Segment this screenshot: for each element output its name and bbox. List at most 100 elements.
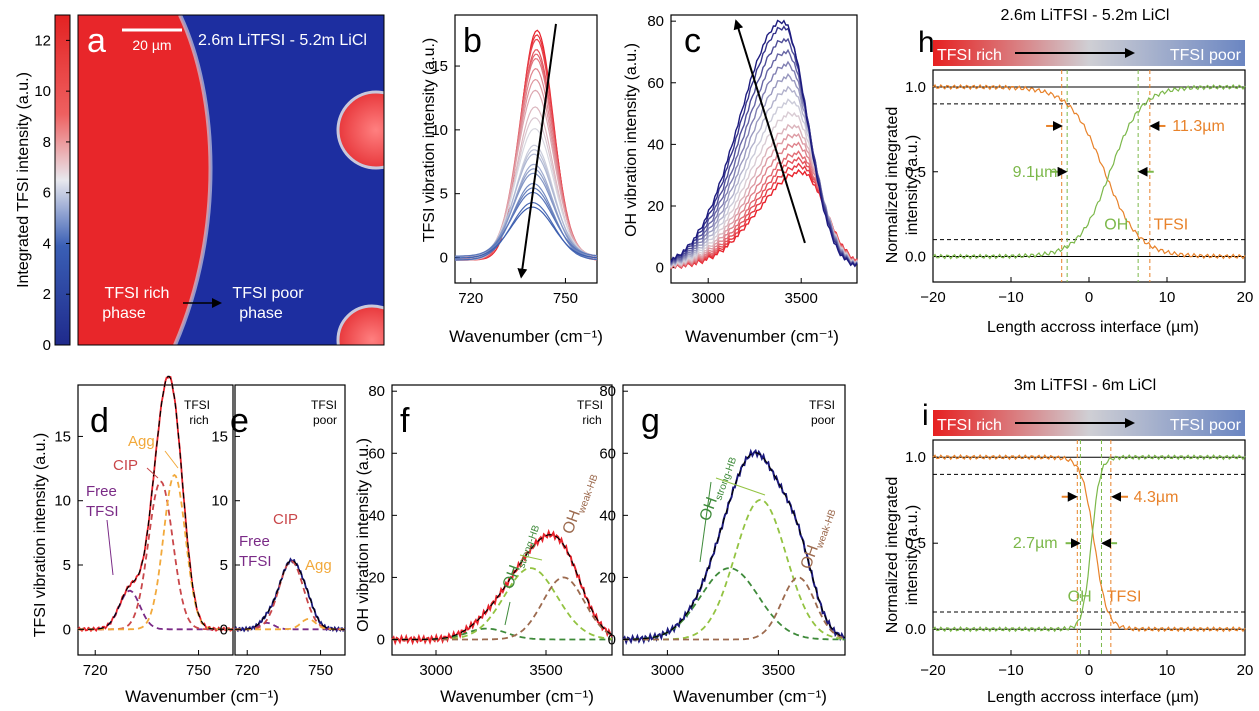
h-ylabel-1: Normalized integrated	[884, 107, 901, 264]
h-width-tfsi: 11.3µm	[1172, 118, 1225, 135]
g-leader-strong	[715, 477, 766, 496]
i-ytick-label: 1.0	[905, 449, 926, 466]
g-xtick-label: 3500	[762, 662, 795, 679]
c-frame	[670, 14, 858, 284]
e-label-free: Free	[239, 533, 270, 550]
d-ytick-label: 15	[54, 428, 71, 445]
i-title: 3m LiTFSI - 6m LiCl	[1014, 377, 1156, 394]
colorbar-ticks: 0 2 4 6 8 10 12	[34, 32, 70, 354]
b-spectrum	[455, 34, 598, 259]
panel-letter-g: g	[641, 402, 660, 440]
i-width-oh: 2.7µm	[1013, 535, 1058, 552]
e-ytick-label: 5	[220, 557, 228, 574]
f-corner-2: rich	[582, 413, 601, 427]
colorbar-tick-label: 12	[34, 32, 51, 49]
c-spectrum	[670, 37, 858, 267]
i-xtick-label: −10	[998, 662, 1023, 679]
b-spectrum	[454, 206, 598, 259]
d-ytick-label: 5	[63, 557, 71, 574]
g-frame	[622, 384, 846, 656]
i-bar-right: TFSI poor	[1170, 417, 1242, 434]
b-ytick-label: 10	[431, 122, 448, 139]
f-ytick-label: 60	[368, 445, 385, 462]
b-spectrum	[455, 191, 598, 257]
i-ylabel-1: Normalized integrated	[884, 477, 901, 634]
panel-i: TFSI rich TFSI poor −20 −10 0 10 20 0.0 0.5 1.0 4.…	[905, 410, 1253, 679]
f-corner-1: TFSI	[577, 398, 603, 412]
g-corner-1: TFSI	[809, 398, 835, 412]
colorbar-label: Integrated TFSI intensity (a.u.)	[15, 72, 32, 288]
g-component	[623, 567, 845, 641]
h-xlabel: Length accross interface (µm)	[987, 319, 1199, 336]
panel-c: 3000 3500 0 20 40 60 80	[647, 13, 858, 307]
f-xlabel: Wavenumber (cm⁻¹)	[440, 687, 594, 706]
b-spectrum	[455, 29, 598, 261]
e-component	[235, 618, 345, 631]
h-xtick-label: 20	[1237, 289, 1254, 306]
d-label-cip: CIP	[113, 457, 138, 474]
i-bar-left: TFSI rich	[937, 417, 1002, 434]
i-ylabel-2: intensity (a.u.)	[904, 505, 921, 605]
b-ytick-label: 5	[440, 186, 448, 203]
i-frame	[932, 439, 1246, 656]
h-xtick-label: 10	[1159, 289, 1176, 306]
c-xtick-label: 3500	[785, 290, 818, 307]
c-ytick-label: 40	[647, 136, 664, 153]
f-component	[392, 627, 612, 641]
c-trend-arrow	[733, 19, 806, 244]
h-xtick-label: 0	[1085, 289, 1093, 306]
d-ylabel: TFSI vibration intensity (a.u.)	[32, 433, 49, 638]
c-xtick-label: 3000	[692, 290, 725, 307]
f-component	[392, 567, 613, 641]
b-spectrum	[455, 89, 598, 257]
d-component	[78, 473, 233, 631]
f-ytick-label: 0	[377, 631, 385, 648]
c-spectrum	[670, 150, 858, 269]
f-xtick-label: 3000	[419, 662, 452, 679]
g-ytick-label: 40	[599, 507, 616, 524]
c-spectrum	[670, 19, 858, 268]
f-ytick-label: 80	[368, 383, 385, 400]
g-ytick-label: 60	[599, 445, 616, 462]
d-label-agg: Agg	[128, 433, 155, 450]
h-label-tfsi: TFSI	[1154, 216, 1189, 233]
i-xtick-label: 0	[1085, 662, 1093, 679]
g-xlabel: Wavenumber (cm⁻¹)	[673, 687, 827, 706]
colorbar-tick-label: 10	[34, 83, 51, 100]
f-xtick-label: 3500	[529, 662, 562, 679]
b-trend-arrow	[517, 23, 557, 279]
d-ytick-label: 10	[54, 493, 71, 510]
h-width-oh: 9.1µm	[1013, 164, 1058, 181]
b-ylabel: TFSI vibration intensity (a.u.)	[421, 38, 438, 243]
c-xlabel: Wavenumber (cm⁻¹)	[685, 327, 839, 346]
b-spectrum	[455, 38, 598, 257]
e-ytick-label: 15	[211, 428, 228, 445]
tfsi-droplet-top	[336, 90, 384, 170]
e-label-tfsi: TFSI	[239, 553, 272, 570]
g-ytick-label: 80	[599, 383, 616, 400]
e-component	[235, 622, 345, 631]
e-label-cip: CIP	[273, 511, 298, 528]
d-frame	[77, 384, 234, 656]
e-corner-2: poor	[313, 413, 337, 427]
d-label-tfsi: TFSI	[86, 503, 119, 520]
colorbar	[54, 14, 71, 346]
panel-letter-i: i	[922, 399, 929, 432]
f-ylabel: OH vibration intensity (a.u.)	[355, 438, 372, 632]
poor-label-1: TFSI poor	[232, 285, 304, 302]
g-label-weak: OHweak-HB	[798, 505, 839, 573]
panel-letter-h: h	[918, 26, 935, 59]
i-width-tfsi: 4.3µm	[1134, 489, 1179, 506]
f-ytick-label: 40	[368, 507, 385, 524]
f-component	[392, 576, 613, 641]
e-fit-total	[235, 559, 345, 630]
b-frame	[454, 14, 598, 284]
h-frame	[932, 69, 1246, 283]
tfsi-rich-region	[78, 15, 211, 345]
d-xlabel: Wavenumber (cm⁻¹)	[125, 687, 279, 706]
b-spectrum	[455, 78, 598, 259]
e-ytick-label: 0	[220, 621, 228, 638]
g-fit-total	[623, 452, 846, 640]
panel-letter-a: a	[87, 22, 106, 60]
c-spectrum	[670, 73, 858, 266]
